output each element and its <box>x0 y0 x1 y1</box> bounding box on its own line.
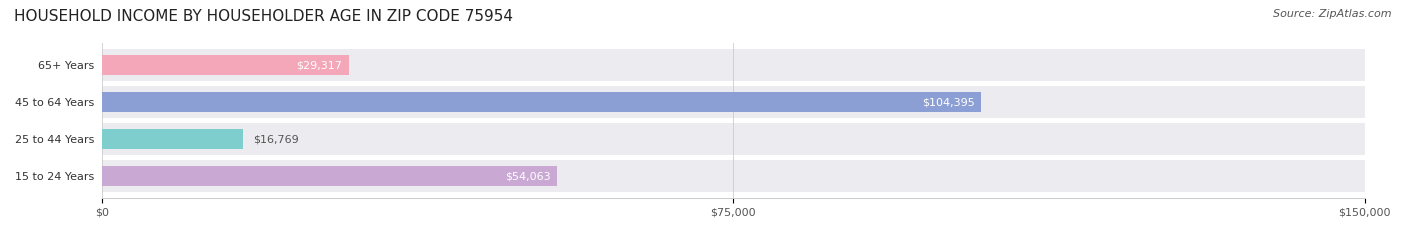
Text: $104,395: $104,395 <box>922 97 974 107</box>
Bar <box>103 55 349 75</box>
Bar <box>103 86 1365 118</box>
Bar <box>103 123 1365 155</box>
Bar <box>103 129 243 149</box>
Bar <box>103 92 981 112</box>
Bar <box>103 166 557 186</box>
Bar <box>103 49 1365 81</box>
Text: HOUSEHOLD INCOME BY HOUSEHOLDER AGE IN ZIP CODE 75954: HOUSEHOLD INCOME BY HOUSEHOLDER AGE IN Z… <box>14 9 513 24</box>
Text: $16,769: $16,769 <box>253 134 299 144</box>
Text: $54,063: $54,063 <box>505 171 551 181</box>
Bar <box>103 160 1365 192</box>
Text: $29,317: $29,317 <box>297 60 343 70</box>
Text: Source: ZipAtlas.com: Source: ZipAtlas.com <box>1274 9 1392 19</box>
